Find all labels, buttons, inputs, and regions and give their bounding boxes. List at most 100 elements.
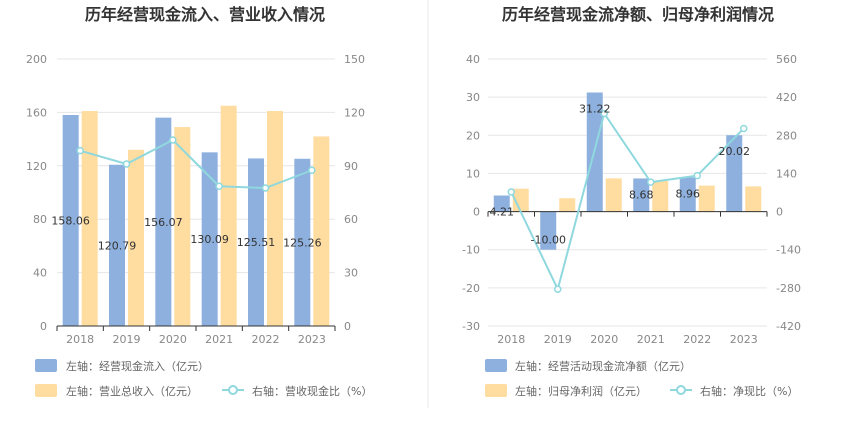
legend-label: 右轴：营收现金比（%） xyxy=(252,384,372,398)
ratio-point xyxy=(215,182,223,191)
left-tick-label: 30 xyxy=(466,91,480,104)
left-tick-label: 0 xyxy=(473,206,480,219)
right-tick-label: 280 xyxy=(776,129,797,142)
bar-secondary xyxy=(512,188,529,212)
data-label: 4.21 xyxy=(490,206,515,219)
bar-secondary xyxy=(605,178,622,212)
data-label: 130.09 xyxy=(190,233,229,246)
right-axis-ticks: 560 420 280 140 0 -140 -280 -420 xyxy=(776,53,801,333)
bar-secondary xyxy=(174,127,191,327)
legend-item[interactable]: 右轴：营收现金比（%） xyxy=(222,384,372,398)
left-tick-label: 40 xyxy=(466,53,480,66)
data-label: -10.00 xyxy=(531,234,566,247)
data-label: 156.07 xyxy=(144,216,183,229)
data-label: 125.51 xyxy=(237,236,276,249)
right-tick-label: 140 xyxy=(776,167,797,180)
data-labels: 4.21 -10.00 31.22 8.68 8.96 20.02 xyxy=(490,102,751,246)
right-tick-label: 120 xyxy=(344,106,365,119)
bar-secondary xyxy=(652,181,669,212)
legend-swatch xyxy=(35,359,57,372)
chart-title: 历年经营现金流入、营业收入情况 xyxy=(85,5,325,24)
ratio-point xyxy=(647,178,655,186)
ratio-line xyxy=(76,136,316,192)
x-tick-label: 2018 xyxy=(497,333,525,346)
data-label: 8.96 xyxy=(676,187,701,200)
bars xyxy=(493,92,762,250)
ratio-line-path xyxy=(79,138,313,190)
left-tick-label: 80 xyxy=(33,213,47,226)
left-tick-label: 10 xyxy=(466,167,480,180)
bar-secondary xyxy=(220,105,237,326)
legend-item[interactable]: 左轴：归母净利润（亿元） xyxy=(485,384,647,398)
right-tick-label: -140 xyxy=(776,244,801,257)
ratio-point xyxy=(554,285,562,293)
left-tick-label: 40 xyxy=(33,267,47,280)
ratio-point xyxy=(76,146,84,155)
right-tick-label: 420 xyxy=(776,91,797,104)
bar-secondary xyxy=(267,111,283,326)
right-tick-label: 30 xyxy=(344,267,358,280)
legend-swatch xyxy=(485,359,507,372)
right-tick-label: 0 xyxy=(776,206,783,219)
x-tick-label: 2019 xyxy=(544,333,572,346)
bar-secondary xyxy=(128,149,144,326)
legend-item[interactable]: 左轴：营业总收入（亿元） xyxy=(35,384,198,398)
legend-label: 左轴：经营活动现金流净额（亿元） xyxy=(515,359,691,373)
data-labels: 158.06 120.79 156.07 130.09 125.51 125.26 xyxy=(51,214,321,252)
chart-title: 历年经营现金流净额、归母净利润情况 xyxy=(502,5,774,24)
legend-marker xyxy=(228,385,238,395)
x-axis: 2018 2019 2020 2021 2022 2023 xyxy=(487,211,768,346)
legend-label: 左轴：归母净利润（亿元） xyxy=(515,384,647,398)
ratio-line xyxy=(507,109,748,293)
ratio-point xyxy=(600,109,608,118)
legend: 左轴：经营活动现金流净额（亿元） 左轴：归母净利润（亿元） 右轴：净现比（%） xyxy=(485,359,798,398)
bar-primary xyxy=(679,177,696,212)
x-tick-label: 2020 xyxy=(159,333,187,346)
left-tick-label: 160 xyxy=(26,106,47,119)
x-tick-label: 2023 xyxy=(730,333,758,346)
grid xyxy=(57,58,335,327)
ratio-point xyxy=(507,188,515,196)
legend-marker xyxy=(676,385,686,395)
right-tick-label: 90 xyxy=(344,160,358,173)
bar-secondary xyxy=(81,111,98,326)
right-tick-label: -280 xyxy=(776,282,801,295)
x-tick-label: 2018 xyxy=(66,333,94,346)
legend-label: 左轴：营业总收入（亿元） xyxy=(66,384,198,398)
left-tick-label: 120 xyxy=(26,160,47,173)
x-tick-label: 2019 xyxy=(113,333,141,346)
bar-primary xyxy=(726,135,743,212)
cash-inflow-revenue-chart: 历年经营现金流入、营业收入情况 200 160 120 80 40 0 150 120 90 6… xyxy=(26,5,372,398)
bar-primary xyxy=(493,195,510,212)
legend-item[interactable]: 左轴：经营现金流入（亿元） xyxy=(35,359,209,373)
ratio-line-path xyxy=(510,111,745,293)
left-tick-label: -10 xyxy=(462,244,480,257)
data-label: 125.26 xyxy=(283,236,322,249)
bar-primary xyxy=(294,158,311,326)
bar-secondary xyxy=(745,186,762,212)
legend: 左轴：经营现金流入（亿元） 左轴：营业总收入（亿元） 右轴：营收现金比（%） xyxy=(35,359,372,398)
legend-item[interactable]: 左轴：经营活动现金流净额（亿元） xyxy=(485,359,691,373)
x-tick-label: 2020 xyxy=(590,333,618,346)
left-tick-label: 0 xyxy=(40,320,47,333)
legend-label: 左轴：经营现金流入（亿元） xyxy=(66,359,209,373)
x-tick-label: 2023 xyxy=(298,333,326,346)
data-label: 8.68 xyxy=(629,188,654,201)
right-axis-ticks: 150 120 90 60 30 0 xyxy=(344,53,365,333)
bar-primary xyxy=(633,178,650,212)
x-axis: 2018 2019 2020 2021 2022 2023 xyxy=(56,325,336,346)
right-tick-label: 150 xyxy=(344,53,365,66)
legend-item[interactable]: 右轴：净现比（%） xyxy=(670,384,798,398)
left-tick-label: -20 xyxy=(462,282,480,295)
bar-secondary xyxy=(698,185,715,212)
bar-secondary xyxy=(559,198,576,212)
legend-swatch xyxy=(485,384,507,397)
x-tick-label: 2021 xyxy=(637,333,665,346)
x-tick-label: 2022 xyxy=(252,333,280,346)
left-axis-ticks: 40 30 20 10 0 -10 -20 -30 xyxy=(462,53,480,333)
left-tick-label: -30 xyxy=(462,320,480,333)
ratio-point xyxy=(261,184,270,192)
bar-primary xyxy=(109,164,125,326)
left-axis-ticks: 200 160 120 80 40 0 xyxy=(26,53,47,333)
